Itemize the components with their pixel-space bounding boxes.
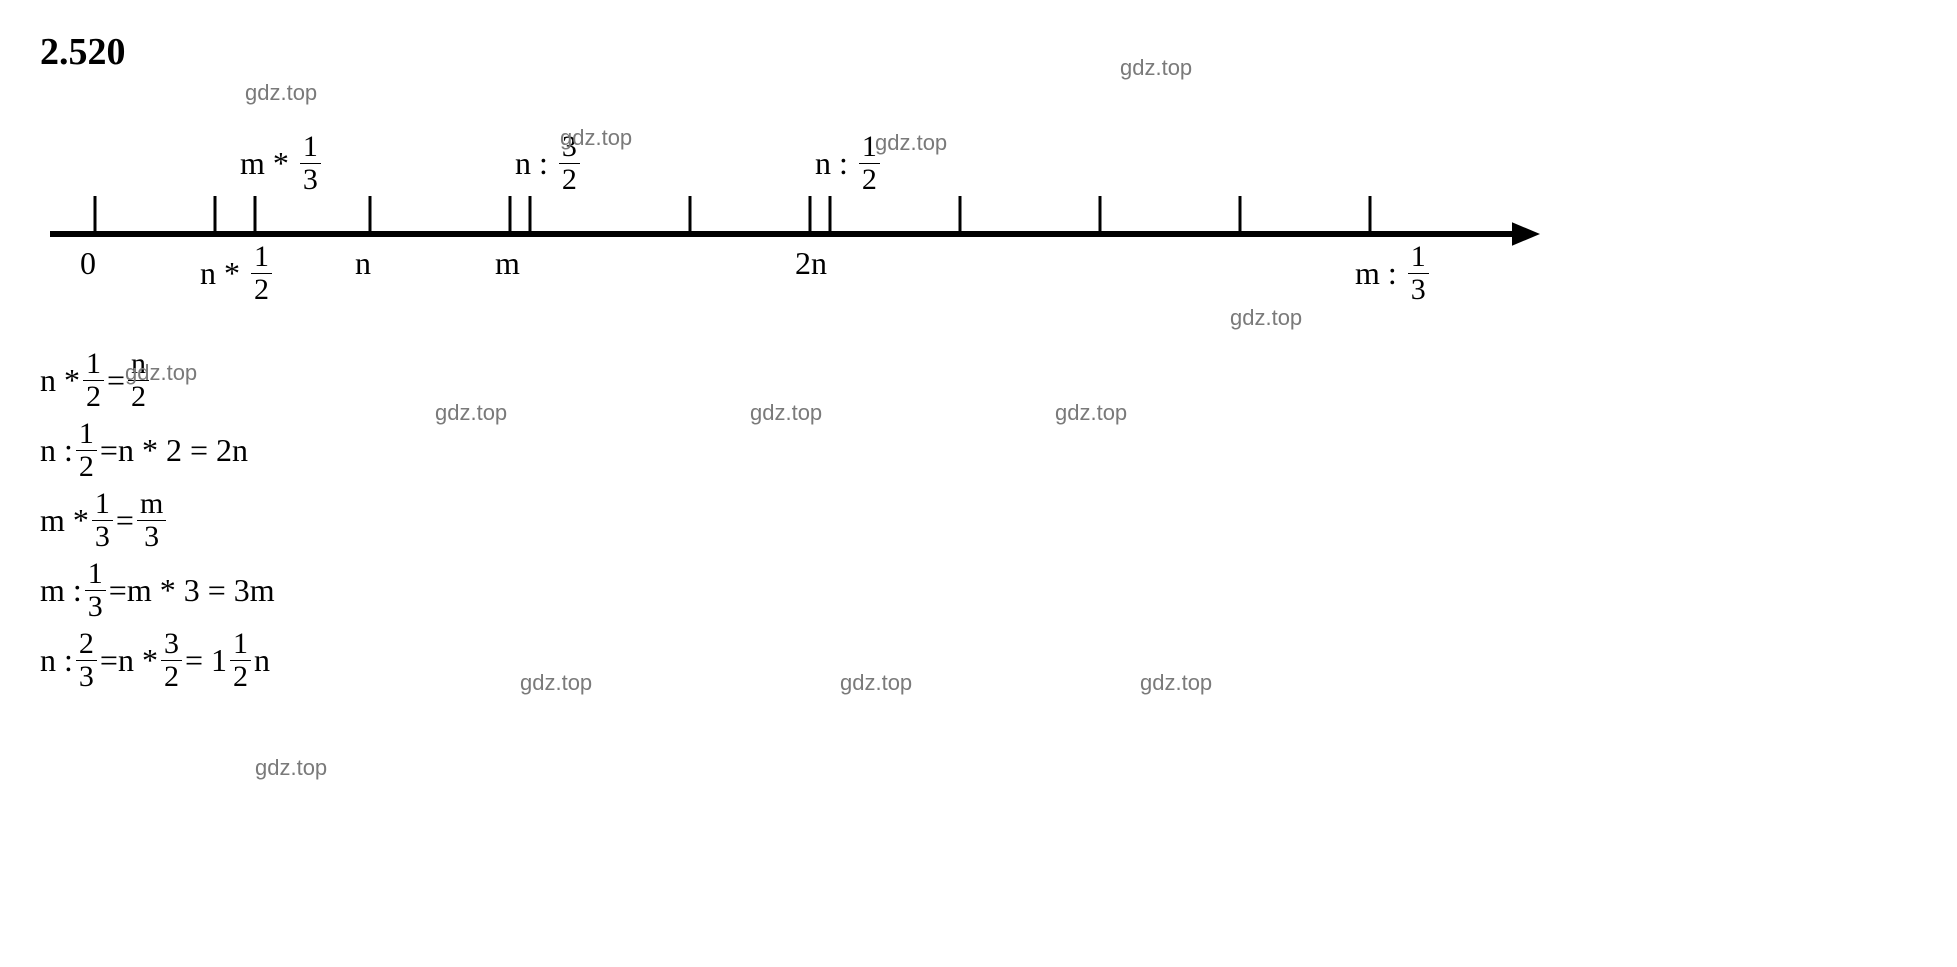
number-line-label: m [495, 242, 520, 282]
number-line-label: m : 13 [1355, 242, 1432, 305]
equation: m : 13 = m * 3 = 3m [40, 564, 1917, 616]
number-line-label: 0 [80, 242, 96, 282]
number-line: m * 13 n : 32 n : 12 0 n * 12 n m 2n m : 13 [40, 84, 1540, 324]
equation: n : 23 = n * 32 = 112n [40, 634, 1917, 686]
number-line-label: n * 12 [200, 242, 275, 305]
equation: n * 12 = n2 [40, 354, 1917, 406]
number-line-label: n : 32 [515, 132, 583, 195]
number-line-label: n : 12 [815, 132, 883, 195]
equation: m * 13 = m3 [40, 494, 1917, 546]
equations-block: n * 12 = n2 n : 12 = n * 2 = 2n m * 13 = m… [40, 354, 1917, 686]
equation: n : 12 = n * 2 = 2n [40, 424, 1917, 476]
number-line-label: m * 13 [240, 132, 324, 195]
watermark: gdz.top [255, 755, 327, 781]
problem-number: 2.520 [40, 30, 1917, 74]
number-line-label: 2n [795, 242, 827, 282]
number-line-label: n [355, 242, 371, 282]
